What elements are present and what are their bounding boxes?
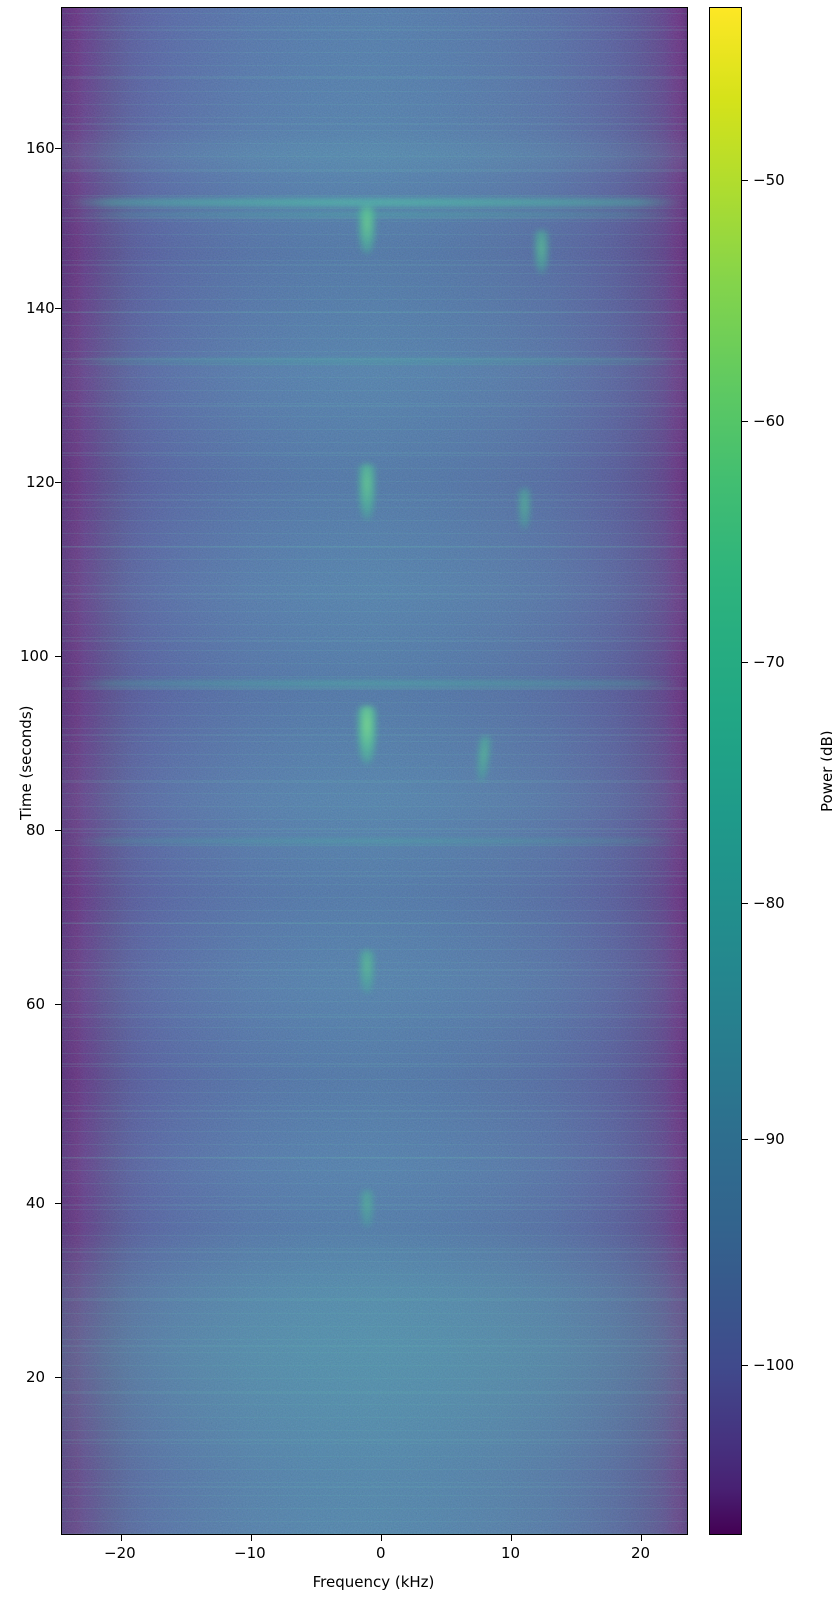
ytick-label-20: 20: [26, 1368, 46, 1386]
ytick-mark-160: [55, 148, 62, 149]
carrier-burst-120s: [358, 464, 376, 520]
cbar-tick-mark-neg80: [742, 903, 748, 904]
ytick-mark-120: [55, 482, 62, 483]
x-axis-label: Frequency (kHz): [312, 1573, 435, 1591]
colorbar-label: Power (dB): [818, 730, 832, 812]
xtick-label-20: 20: [631, 1544, 651, 1562]
noise-layer-b: [62, 8, 687, 1534]
carrier-burst-153s: [358, 206, 376, 254]
sideband-burst-148s: [534, 230, 549, 274]
spectrogram-axes: [61, 7, 688, 1535]
low-time-bright-band: [62, 8, 687, 1534]
wideband-streak-153s: [62, 198, 687, 207]
ytick-label-80: 80: [26, 821, 46, 839]
xtick-mark-0: [381, 1534, 382, 1541]
ytick-mark-140: [55, 308, 62, 309]
cbar-tick-mark-neg70: [742, 662, 748, 663]
carrier-burst-60s: [359, 950, 375, 994]
xtick-mark-neg20: [121, 1534, 122, 1541]
xtick-mark-10: [511, 1534, 512, 1541]
xtick-label-0: 0: [376, 1544, 386, 1562]
cbar-tick-label-neg50: −50: [753, 171, 785, 189]
ytick-label-140: 140: [26, 299, 55, 317]
xtick-label-neg10: −10: [234, 1544, 266, 1562]
cbar-tick-label-neg60: −60: [753, 412, 785, 430]
sideband-burst-118s: [518, 488, 531, 530]
xtick-label-neg20: −20: [104, 1544, 136, 1562]
y-axis-label: Time (seconds): [17, 705, 35, 821]
ytick-mark-40: [55, 1203, 62, 1204]
ytick-label-120: 120: [26, 473, 55, 491]
bright-band-73s: [62, 838, 687, 844]
cbar-tick-label-neg90: −90: [753, 1130, 785, 1148]
cbar-tick-mark-neg50: [742, 180, 748, 181]
cbar-tick-label-neg80: −80: [753, 894, 785, 912]
cbar-tick-mark-neg60: [742, 421, 748, 422]
xtick-mark-20: [641, 1534, 642, 1541]
ytick-mark-60: [55, 1004, 62, 1005]
ytick-label-100: 100: [20, 647, 49, 665]
colorbar: [709, 7, 742, 1535]
carrier-burst-90s: [357, 706, 377, 764]
spectrogram-image: [62, 8, 687, 1534]
ytick-mark-20: [55, 1377, 62, 1378]
cbar-tick-mark-neg90: [742, 1139, 748, 1140]
cbar-tick-label-neg100: −100: [753, 1356, 795, 1374]
xtick-mark-neg10: [251, 1534, 252, 1541]
ytick-label-40: 40: [26, 1194, 46, 1212]
ytick-label-160: 160: [26, 139, 55, 157]
ytick-mark-80: [55, 830, 62, 831]
carrier-burst-30s: [360, 1190, 374, 1228]
bright-band-134s: [62, 358, 687, 364]
bright-band-92s: [62, 680, 687, 687]
cbar-tick-mark-neg100: [742, 1365, 748, 1366]
ytick-label-60: 60: [26, 995, 46, 1013]
xtick-label-10: 10: [501, 1544, 521, 1562]
cbar-tick-label-neg70: −70: [753, 653, 785, 671]
ytick-mark-100: [55, 656, 62, 657]
